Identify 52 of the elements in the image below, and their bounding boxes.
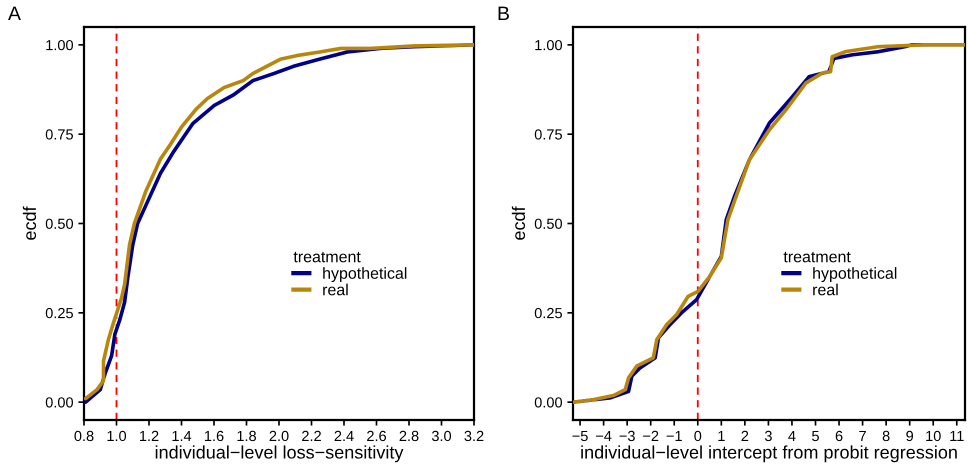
y-tick-label: 1.00 [46, 40, 74, 50]
x-tick-label: 9 [906, 430, 914, 442]
x-tick-label: 1.0 [107, 430, 126, 442]
x-tick-label: 1.8 [237, 430, 256, 442]
x-tick-label: 4 [788, 430, 796, 441]
x-tick-label: 8 [882, 430, 890, 442]
y-tick-label: 0.00 [534, 397, 562, 408]
x-axis-title: individual−level intercept from probit regression [581, 445, 957, 462]
x-tick-label: −2 [643, 430, 658, 441]
x-tick-label: 3.0 [432, 430, 452, 442]
legend-label: real [323, 284, 348, 296]
legend-label: hypothetical [323, 267, 406, 282]
x-tick-label: 2.0 [270, 430, 289, 442]
x-tick-label: 11 [950, 430, 964, 441]
legend-title: treatment [294, 252, 361, 262]
y-tick-label: 0.50 [534, 218, 562, 229]
x-tick-label: 0 [694, 430, 702, 442]
y-tick-label: 0.25 [534, 308, 562, 318]
legend-label: hypothetical [813, 267, 896, 282]
x-tick-label: 0.8 [74, 430, 94, 442]
x-tick-label: 3.2 [464, 430, 484, 442]
y-tick-label: 0.75 [534, 129, 562, 140]
x-tick-label: 5 [812, 430, 819, 442]
x-tick-label: 2.2 [302, 430, 321, 441]
x-tick-label: 2.8 [400, 430, 419, 442]
x-tick-label: 6 [836, 430, 842, 442]
y-axis-title: ecdf [22, 206, 36, 240]
x-tick-label: 7 [859, 430, 866, 441]
x-tick-label: 1 [718, 430, 725, 441]
y-tick-label: 0.75 [46, 129, 73, 140]
x-tick-label: −3 [620, 430, 635, 442]
x-tick-label: −5 [572, 430, 588, 442]
x-axis-title: individual−level loss−sensitivity [156, 445, 404, 462]
y-axis-title: ecdf [512, 206, 526, 240]
x-tick-label: 1.4 [172, 430, 192, 441]
chart-title: B [498, 6, 509, 20]
legend-label: real [813, 284, 838, 296]
chart-title: A [8, 6, 21, 20]
y-tick-label: 0.00 [46, 397, 74, 408]
y-tick-label: 0.50 [46, 218, 74, 229]
x-tick-label: 1.6 [204, 430, 224, 442]
x-tick-label: 10 [926, 430, 941, 442]
x-tick-label: 2 [742, 430, 748, 441]
y-tick-label: 1.00 [535, 40, 562, 50]
y-tick-label: 0.25 [46, 308, 73, 318]
legend-title: treatment [784, 252, 851, 262]
x-tick-label: −4 [596, 430, 612, 441]
x-tick-label: 2.6 [367, 430, 386, 442]
x-tick-label: −1 [666, 430, 682, 441]
x-tick-label: 1.2 [140, 430, 158, 441]
x-tick-label: 3 [764, 430, 772, 442]
x-tick-label: 2.4 [334, 430, 354, 441]
